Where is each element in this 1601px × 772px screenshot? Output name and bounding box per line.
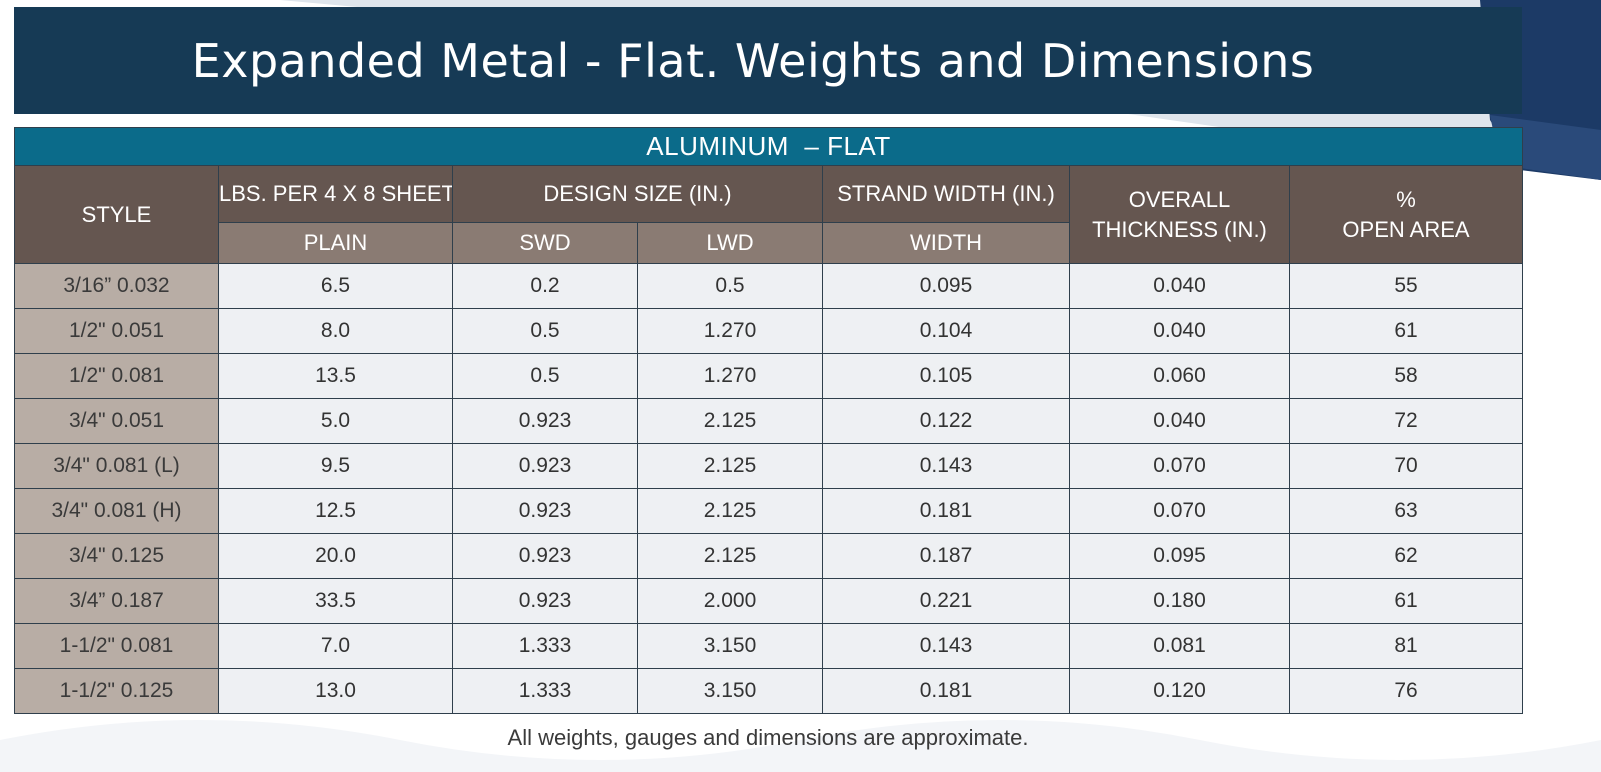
cell-strand-width: 0.105 (822, 353, 1070, 399)
page-title: Expanded Metal - Flat. Weights and Dimen… (191, 33, 1315, 88)
cell-swd: 0.923 (452, 578, 638, 624)
cell-open-area: 61 (1289, 578, 1523, 624)
table-row: 1-1/2" 0.081 7.0 1.333 3.150 0.143 0.081… (14, 623, 1523, 669)
header-swd: SWD (452, 222, 638, 264)
cell-strand-width: 0.143 (822, 623, 1070, 669)
header-style: STYLE (14, 165, 219, 264)
cell-style: 3/4" 0.125 (14, 533, 219, 579)
header-open-area: % OPEN AREA (1289, 165, 1523, 264)
cell-lwd: 1.270 (637, 353, 823, 399)
cell-thickness: 0.180 (1069, 578, 1290, 624)
cell-thickness: 0.070 (1069, 443, 1290, 489)
cell-strand-width: 0.104 (822, 308, 1070, 354)
cell-strand-width: 0.181 (822, 488, 1070, 534)
header-lbs-per-sheet: LBS. PER 4 X 8 SHEET (218, 165, 453, 223)
header-open-area-line2: OPEN AREA (1342, 216, 1470, 242)
cell-thickness: 0.040 (1069, 308, 1290, 354)
cell-open-area: 62 (1289, 533, 1523, 579)
specifications-table: ALUMINUM – FLAT STYLE LBS. PER 4 X 8 SHE… (14, 127, 1523, 714)
cell-swd: 0.923 (452, 488, 638, 534)
cell-lwd: 2.125 (637, 533, 823, 579)
header-open-area-line1: % (1396, 186, 1416, 212)
cell-strand-width: 0.122 (822, 398, 1070, 444)
cell-style: 1/2" 0.081 (14, 353, 219, 399)
cell-thickness: 0.040 (1069, 398, 1290, 444)
cell-swd: 0.5 (452, 308, 638, 354)
cell-open-area: 81 (1289, 623, 1523, 669)
cell-style: 3/4” 0.187 (14, 578, 219, 624)
table-row: 3/4" 0.125 20.0 0.923 2.125 0.187 0.095 … (14, 533, 1523, 579)
cell-swd: 1.333 (452, 668, 638, 714)
cell-thickness: 0.095 (1069, 533, 1290, 579)
header-lwd: LWD (637, 222, 823, 264)
cell-swd: 0.923 (452, 443, 638, 489)
cell-lbs-plain: 13.5 (218, 353, 453, 399)
header-strand-width: STRAND WIDTH (IN.) (822, 165, 1070, 223)
cell-lbs-plain: 5.0 (218, 398, 453, 444)
cell-style: 3/4" 0.081 (L) (14, 443, 219, 489)
cell-thickness: 0.120 (1069, 668, 1290, 714)
cell-lbs-plain: 6.5 (218, 263, 453, 309)
table-row: 1-1/2" 0.125 13.0 1.333 3.150 0.181 0.12… (14, 668, 1523, 714)
header-overall-thickness-line2: THICKNESS (IN.) (1092, 216, 1267, 242)
cell-strand-width: 0.221 (822, 578, 1070, 624)
cell-thickness: 0.060 (1069, 353, 1290, 399)
cell-thickness: 0.040 (1069, 263, 1290, 309)
cell-swd: 0.2 (452, 263, 638, 309)
header-width: WIDTH (822, 222, 1070, 264)
cell-open-area: 55 (1289, 263, 1523, 309)
cell-lbs-plain: 20.0 (218, 533, 453, 579)
cell-style: 3/4" 0.081 (H) (14, 488, 219, 534)
cell-lbs-plain: 7.0 (218, 623, 453, 669)
cell-strand-width: 0.143 (822, 443, 1070, 489)
header-plain: PLAIN (218, 222, 453, 264)
cell-lwd: 3.150 (637, 623, 823, 669)
cell-lbs-plain: 8.0 (218, 308, 453, 354)
cell-strand-width: 0.181 (822, 668, 1070, 714)
cell-lwd: 3.150 (637, 668, 823, 714)
table-row: 3/4" 0.081 (L) 9.5 0.923 2.125 0.143 0.0… (14, 443, 1523, 489)
footnote: All weights, gauges and dimensions are a… (507, 725, 1029, 750)
header-overall-thickness: OVERALL THICKNESS (IN.) (1069, 165, 1290, 264)
table-row: 3/4" 0.051 5.0 0.923 2.125 0.122 0.040 7… (14, 398, 1523, 444)
cell-lbs-plain: 13.0 (218, 668, 453, 714)
cell-lbs-plain: 9.5 (218, 443, 453, 489)
cell-lwd: 1.270 (637, 308, 823, 354)
cell-swd: 0.5 (452, 353, 638, 399)
cell-open-area: 72 (1289, 398, 1523, 444)
cell-lwd: 2.000 (637, 578, 823, 624)
cell-open-area: 61 (1289, 308, 1523, 354)
cell-style: 1-1/2" 0.081 (14, 623, 219, 669)
table-row: 3/4” 0.187 33.5 0.923 2.000 0.221 0.180 … (14, 578, 1523, 624)
cell-open-area: 63 (1289, 488, 1523, 534)
cell-open-area: 76 (1289, 668, 1523, 714)
cell-lwd: 2.125 (637, 443, 823, 489)
table-row: 3/16” 0.032 6.5 0.2 0.5 0.095 0.040 55 (14, 263, 1523, 309)
cell-style: 1/2" 0.051 (14, 308, 219, 354)
cell-lbs-plain: 12.5 (218, 488, 453, 534)
cell-swd: 0.923 (452, 398, 638, 444)
cell-lbs-plain: 33.5 (218, 578, 453, 624)
cell-style: 3/16” 0.032 (14, 263, 219, 309)
cell-lwd: 2.125 (637, 488, 823, 534)
cell-strand-width: 0.187 (822, 533, 1070, 579)
cell-style: 3/4" 0.051 (14, 398, 219, 444)
section-band: ALUMINUM – FLAT (14, 127, 1523, 166)
cell-open-area: 58 (1289, 353, 1523, 399)
table-row: 1/2" 0.081 13.5 0.5 1.270 0.105 0.060 58 (14, 353, 1523, 399)
cell-swd: 0.923 (452, 533, 638, 579)
header-design-size: DESIGN SIZE (IN.) (452, 165, 823, 223)
cell-strand-width: 0.095 (822, 263, 1070, 309)
cell-style: 1-1/2" 0.125 (14, 668, 219, 714)
cell-swd: 1.333 (452, 623, 638, 669)
cell-open-area: 70 (1289, 443, 1523, 489)
table-row: 3/4" 0.081 (H) 12.5 0.923 2.125 0.181 0.… (14, 488, 1523, 534)
header-overall-thickness-line1: OVERALL (1128, 186, 1231, 212)
table-row: 1/2" 0.051 8.0 0.5 1.270 0.104 0.040 61 (14, 308, 1523, 354)
cell-lwd: 2.125 (637, 398, 823, 444)
cell-lwd: 0.5 (637, 263, 823, 309)
cell-thickness: 0.070 (1069, 488, 1290, 534)
title-bar: Expanded Metal - Flat. Weights and Dimen… (14, 7, 1522, 114)
cell-thickness: 0.081 (1069, 623, 1290, 669)
